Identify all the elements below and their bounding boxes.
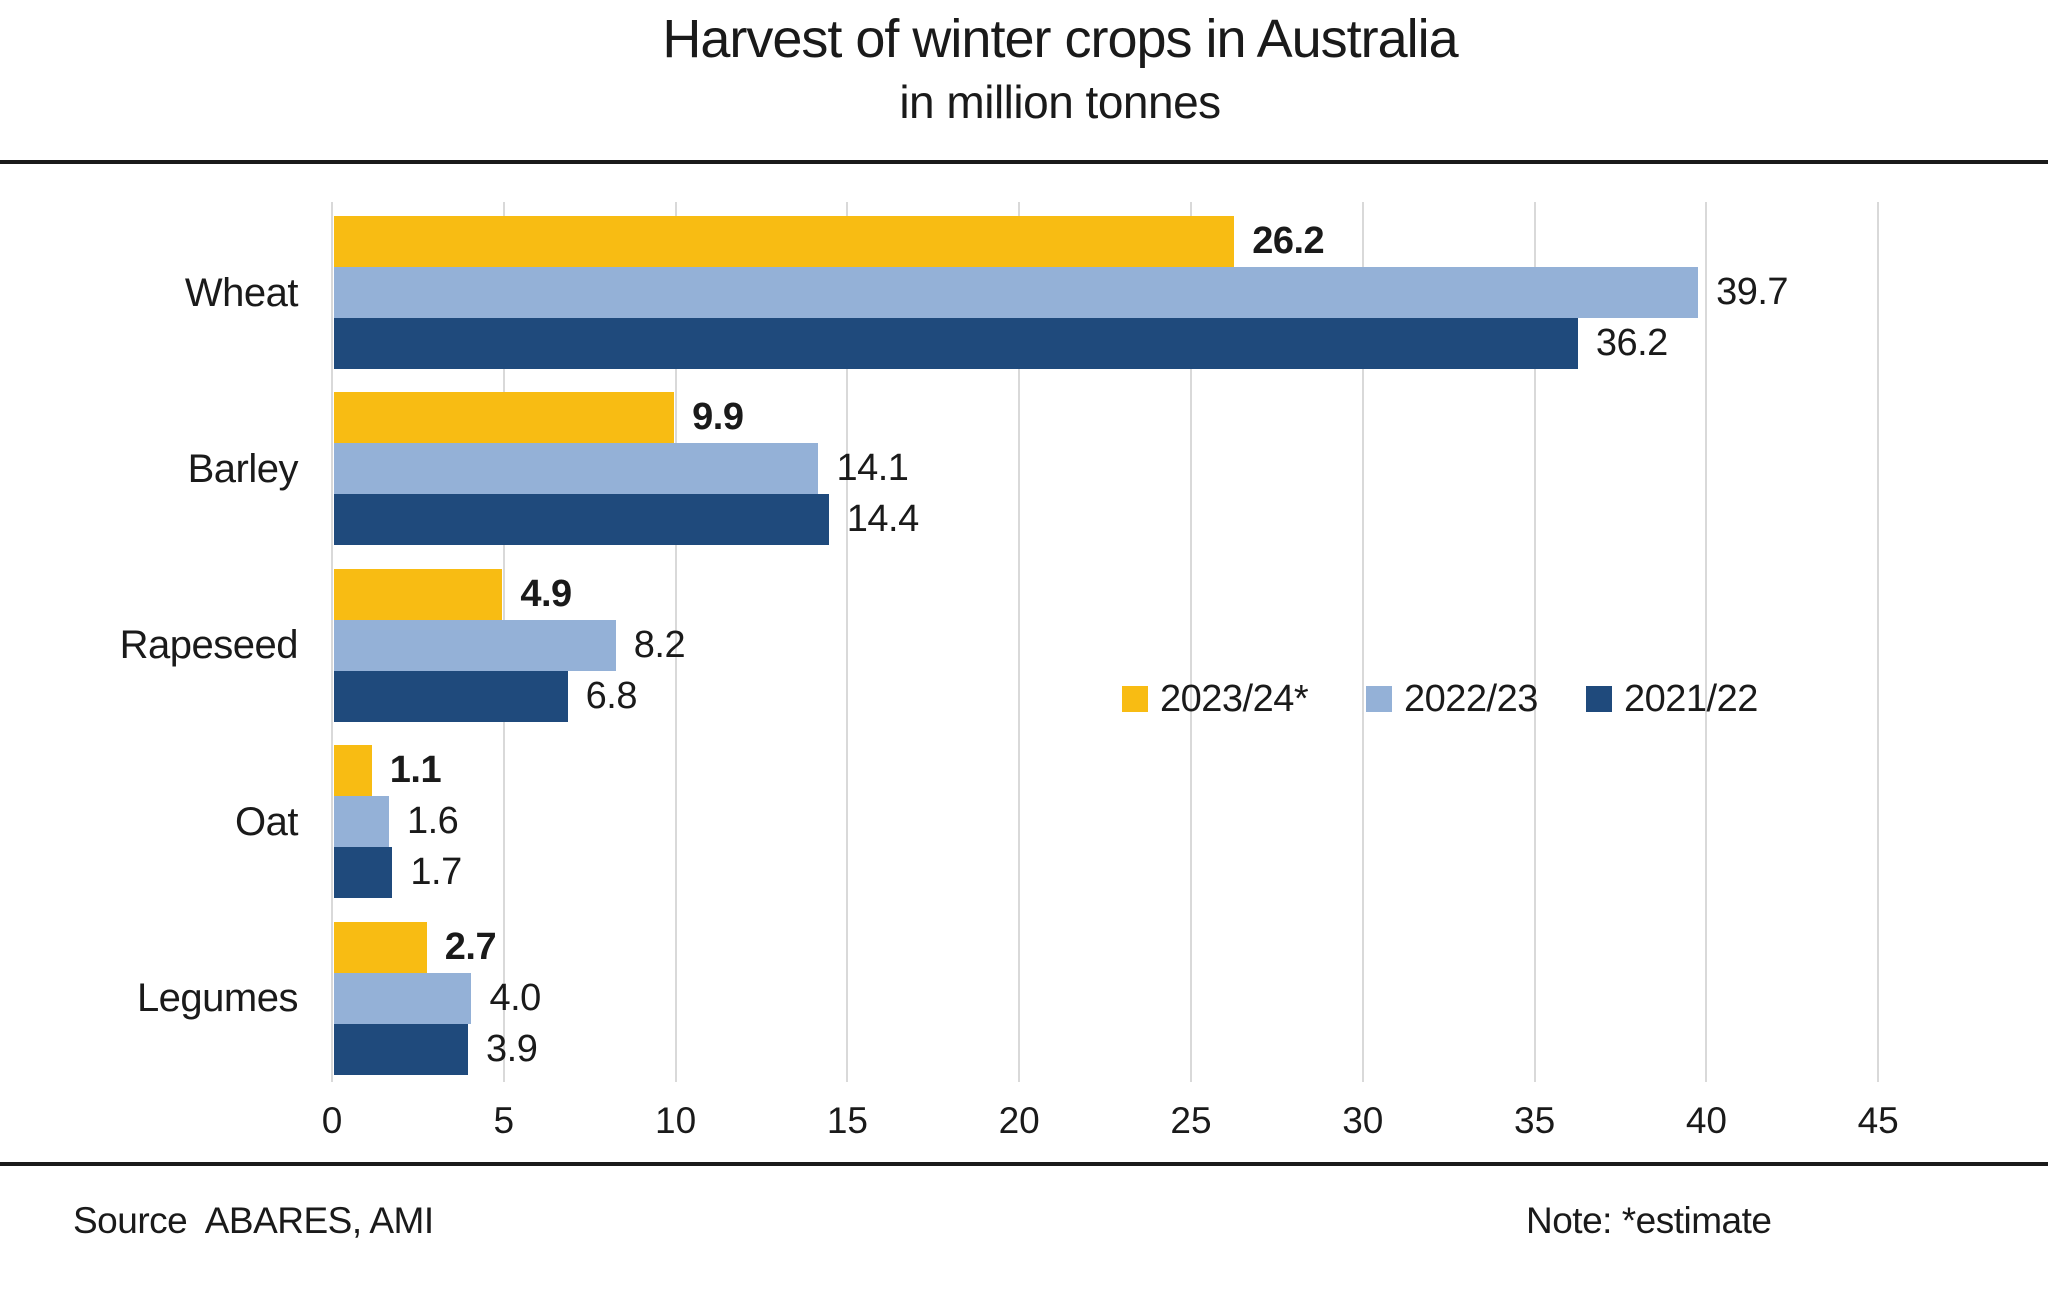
gridline-30	[1361, 202, 1364, 1082]
bar-rapeseed-2021-22	[334, 670, 568, 722]
x-tick-label-35: 35	[1514, 1100, 1556, 1141]
legend-item-2023-24: 2023/24*	[1122, 677, 1309, 721]
category-label-wheat: Wheat	[184, 270, 299, 315]
value-label-rapeseed-2023-24: 4.9	[520, 572, 572, 615]
note-text: Note: *estimate	[1526, 1200, 1772, 1241]
bar-wheat-2022-23	[334, 267, 1699, 318]
category-label-oat: Oat	[235, 799, 298, 844]
top-divider-line	[0, 160, 2048, 164]
legend-swatch-2022-23	[1366, 686, 1392, 712]
gridline-15	[846, 202, 849, 1082]
bar-wheat-2021-22	[334, 318, 1578, 369]
gridline-45	[1877, 202, 1880, 1082]
gridline-20	[1018, 202, 1021, 1082]
legend-label-2021-22: 2021/22	[1624, 677, 1758, 720]
value-label-wheat-2022-23: 39.7	[1716, 271, 1789, 313]
gridline-35	[1533, 202, 1536, 1082]
chart-subtitle: in million tonnes	[899, 76, 1221, 129]
legend-swatch-2023-24	[1122, 686, 1148, 712]
chart-header: Harvest of winter crops in Australia in …	[72, 9, 2048, 129]
category-label-rapeseed: Rapeseed	[119, 623, 299, 668]
bar-legumes-2021-22	[334, 1023, 468, 1075]
value-label-oat-2023-24: 1.1	[389, 749, 442, 792]
bar-oat-2023-24	[334, 745, 372, 797]
bar-oat-2022-23	[334, 796, 389, 848]
category-label-legumes: Legumes	[136, 976, 299, 1021]
value-label-wheat-2023-24: 26.2	[1252, 220, 1325, 262]
gridline-10	[674, 202, 677, 1082]
x-tick-label-25: 25	[1170, 1100, 1212, 1141]
bar-rapeseed-2023-24	[334, 568, 503, 620]
bar-legumes-2023-24	[334, 921, 427, 973]
value-label-barley-2021-22: 14.4	[846, 498, 919, 541]
x-tick-label-10: 10	[655, 1100, 697, 1141]
legend-label-2023-24: 2023/24*	[1160, 677, 1309, 720]
gridline-0	[331, 202, 333, 1082]
value-label-rapeseed-2021-22: 6.8	[585, 674, 638, 717]
x-tick-label-45: 45	[1857, 1100, 1899, 1141]
value-label-oat-2021-22: 1.7	[410, 851, 462, 894]
value-label-legumes-2022-23: 4.0	[489, 976, 541, 1019]
value-label-legumes-2023-24: 2.7	[444, 925, 497, 968]
bar-wheat-2023-24	[334, 216, 1235, 267]
x-tick-label-20: 20	[998, 1100, 1040, 1141]
value-label-wheat-2021-22: 36.2	[1595, 322, 1668, 364]
legend-item-2022-23: 2022/23	[1366, 677, 1538, 721]
value-label-oat-2022-23: 1.6	[406, 800, 459, 843]
chart-title: Harvest of winter crops in Australia	[662, 9, 1458, 69]
gridline-25	[1190, 202, 1192, 1082]
gridline-40	[1705, 202, 1708, 1082]
legend-label-2022-23: 2022/23	[1404, 677, 1538, 720]
legend-item-2021-22: 2021/22	[1586, 677, 1758, 721]
value-label-barley-2022-23: 14.1	[836, 447, 909, 490]
value-label-rapeseed-2022-23: 8.2	[633, 623, 686, 666]
x-tick-label-30: 30	[1342, 1100, 1384, 1141]
x-tick-label-0: 0	[321, 1100, 343, 1141]
bar-barley-2023-24	[334, 392, 675, 444]
bar-oat-2021-22	[334, 847, 393, 899]
x-tick-label-5: 5	[493, 1100, 515, 1141]
bar-barley-2022-23	[334, 443, 819, 495]
bottom-divider-line	[0, 1162, 2048, 1166]
x-tick-label-40: 40	[1685, 1100, 1727, 1141]
bar-rapeseed-2022-23	[334, 619, 616, 671]
source-text: Source ABARES, AMI	[73, 1200, 434, 1241]
x-tick-label-15: 15	[826, 1100, 868, 1141]
legend-swatch-2021-22	[1586, 686, 1612, 712]
bar-legumes-2022-23	[334, 972, 472, 1024]
value-label-legumes-2021-22: 3.9	[486, 1027, 538, 1070]
category-label-barley: Barley	[187, 446, 299, 491]
bar-barley-2021-22	[334, 494, 829, 546]
value-label-barley-2023-24: 9.9	[692, 396, 744, 439]
